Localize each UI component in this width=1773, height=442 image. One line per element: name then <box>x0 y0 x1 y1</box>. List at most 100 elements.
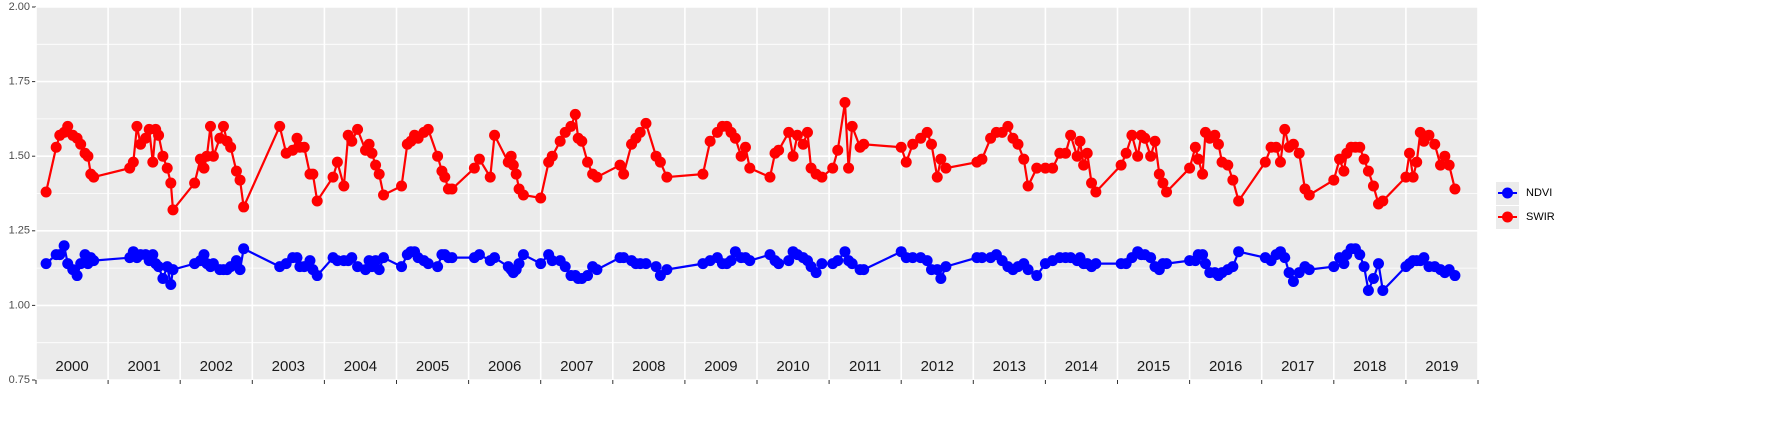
point <box>783 255 795 267</box>
point <box>1132 150 1144 162</box>
point <box>1212 138 1224 150</box>
point <box>858 264 870 276</box>
point <box>1018 153 1030 165</box>
point <box>1293 147 1305 159</box>
point <box>729 132 741 144</box>
point <box>473 249 485 261</box>
point <box>582 156 594 168</box>
point <box>787 150 799 162</box>
point <box>1227 261 1239 273</box>
x-tick-label: 2017 <box>1281 358 1314 375</box>
point <box>1081 147 1093 159</box>
point <box>1157 177 1169 189</box>
point <box>484 171 496 183</box>
point <box>489 252 501 264</box>
point <box>764 171 776 183</box>
point <box>127 156 139 168</box>
point <box>1071 150 1083 162</box>
point <box>1139 132 1151 144</box>
point <box>931 264 943 276</box>
point <box>291 132 303 144</box>
point <box>510 168 522 180</box>
point <box>839 96 851 108</box>
point <box>1259 156 1271 168</box>
point <box>1115 159 1127 171</box>
point <box>744 255 756 267</box>
point <box>304 255 316 267</box>
point <box>165 177 177 189</box>
point <box>230 255 242 267</box>
point <box>661 264 673 276</box>
point <box>725 255 737 267</box>
point <box>1192 153 1204 165</box>
point <box>1270 141 1282 153</box>
point <box>238 201 250 213</box>
point <box>1090 258 1102 270</box>
point <box>1283 267 1295 279</box>
point <box>900 156 912 168</box>
point <box>517 249 529 261</box>
x-tick-label: 2016 <box>1209 358 1242 375</box>
point <box>204 120 216 132</box>
point <box>832 144 844 156</box>
point <box>311 270 323 282</box>
x-tick-label: 2005 <box>416 358 449 375</box>
point <box>439 171 451 183</box>
point <box>921 126 933 138</box>
point <box>58 240 70 252</box>
point <box>1145 252 1157 264</box>
point <box>198 249 210 261</box>
point <box>363 138 375 150</box>
point <box>1126 129 1138 141</box>
point <box>1060 147 1072 159</box>
point <box>1074 135 1086 147</box>
point <box>189 177 201 189</box>
point <box>147 249 159 261</box>
point <box>1407 171 1419 183</box>
x-tick-label: 2001 <box>127 358 160 375</box>
point <box>507 159 519 171</box>
point <box>432 150 444 162</box>
point <box>1222 159 1234 171</box>
point <box>1197 249 1209 261</box>
point <box>546 255 558 267</box>
point <box>618 168 630 180</box>
point <box>446 252 458 264</box>
point <box>614 159 626 171</box>
point <box>238 243 250 255</box>
point <box>1449 183 1461 195</box>
point <box>1287 276 1299 288</box>
point <box>1233 195 1245 207</box>
point <box>569 108 581 120</box>
point <box>773 144 785 156</box>
x-tick-label: 2015 <box>1137 358 1170 375</box>
point <box>327 171 339 183</box>
point <box>230 165 242 177</box>
point <box>935 273 947 285</box>
point <box>71 270 83 282</box>
x-tick-label: 2003 <box>272 358 305 375</box>
point <box>1328 261 1340 273</box>
point <box>1120 147 1132 159</box>
point <box>1031 162 1043 174</box>
point <box>565 120 577 132</box>
x-tick-label: 2011 <box>849 358 881 375</box>
point <box>839 246 851 258</box>
point <box>82 150 94 162</box>
point <box>846 258 858 270</box>
point <box>1227 174 1239 186</box>
point <box>1367 273 1379 285</box>
point <box>797 138 809 150</box>
point <box>810 267 822 279</box>
point <box>1429 138 1441 150</box>
point <box>907 252 919 264</box>
point <box>1303 264 1315 276</box>
x-tick-label: 2006 <box>488 358 521 375</box>
y-tick-label: 0.75 <box>9 374 30 386</box>
point <box>1373 258 1385 270</box>
point <box>791 129 803 141</box>
point <box>921 255 933 267</box>
point <box>832 255 844 267</box>
point <box>370 159 382 171</box>
